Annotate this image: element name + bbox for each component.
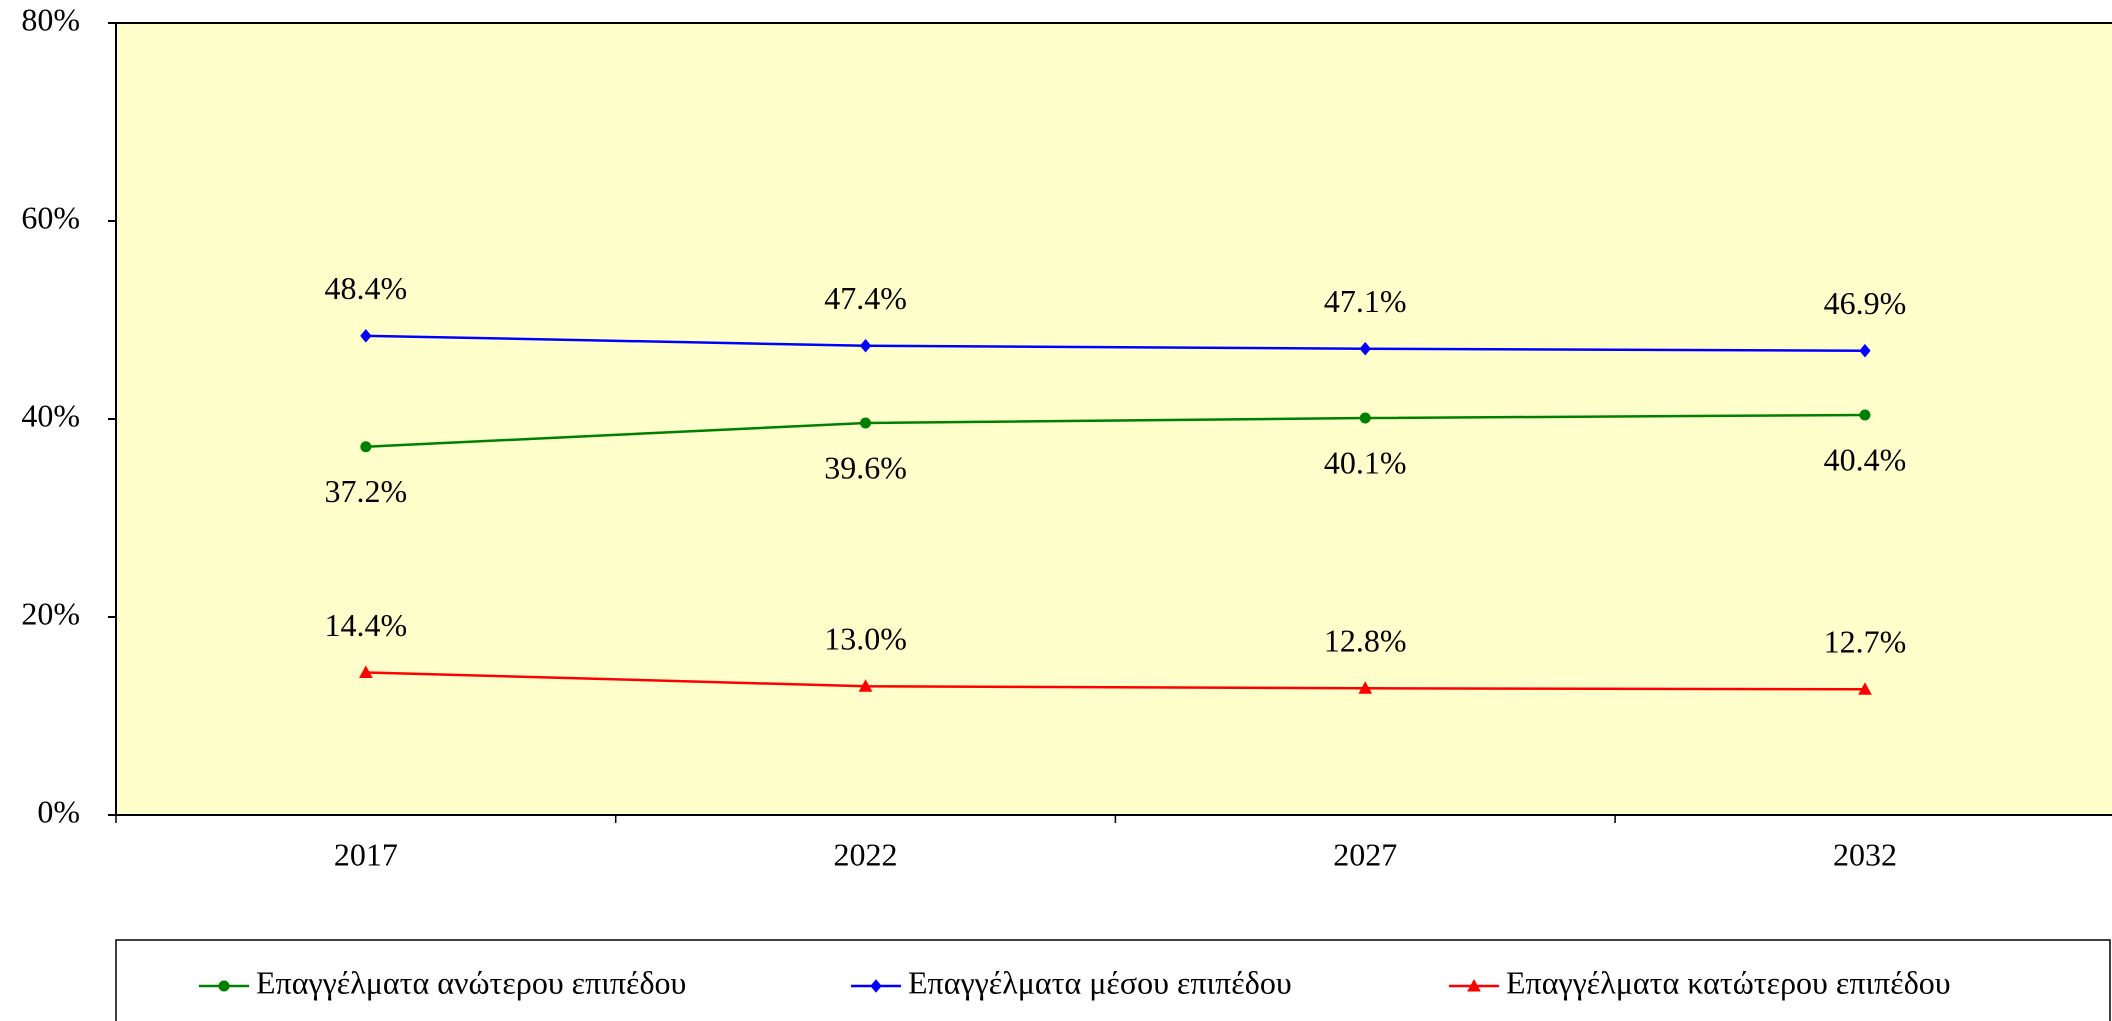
y-tick-label: 40% xyxy=(21,397,80,433)
legend-label: Επαγγέλματα μέσου επιπέδου xyxy=(908,964,1292,1000)
legend-marker xyxy=(1467,978,1481,992)
legend-label: Επαγγέλματα κατώτερου επιπέδου xyxy=(1506,964,1951,1000)
data-label: 40.1% xyxy=(1324,444,1407,480)
marker xyxy=(1359,341,1371,356)
legend-marker xyxy=(218,980,230,992)
data-label: 14.4% xyxy=(325,607,408,643)
x-tick-label: 2017 xyxy=(334,836,398,872)
data-label: 48.4% xyxy=(325,270,408,306)
marker xyxy=(1858,682,1872,695)
marker xyxy=(359,665,373,678)
marker xyxy=(360,329,372,343)
x-tick-label: 2027 xyxy=(1333,836,1397,872)
data-label: 13.0% xyxy=(824,621,907,657)
y-tick-label: 0% xyxy=(37,793,80,829)
series-line xyxy=(365,334,1865,352)
series-line xyxy=(365,671,1865,691)
marker xyxy=(858,679,873,692)
y-tick-label: 60% xyxy=(21,199,80,235)
data-label: 12.7% xyxy=(1824,624,1907,660)
data-label: 12.8% xyxy=(1324,623,1407,659)
legend-marker xyxy=(870,979,882,993)
marker xyxy=(1358,681,1373,694)
x-tick-label: 2022 xyxy=(834,836,898,872)
data-label: 40.4% xyxy=(1824,441,1907,477)
x-tick-label: 2032 xyxy=(1833,836,1897,872)
data-label: 37.2% xyxy=(325,473,408,509)
data-label: 47.1% xyxy=(1324,283,1407,319)
marker xyxy=(1859,409,1871,421)
marker xyxy=(859,338,872,353)
data-label: 47.4% xyxy=(824,280,907,316)
marker xyxy=(1859,343,1871,358)
legend-label: Επαγγέλματα ανώτερου επιπέδου xyxy=(256,964,686,1000)
y-tick-label: 20% xyxy=(21,595,80,631)
marker xyxy=(1359,412,1371,424)
marker xyxy=(360,441,372,453)
legend-box xyxy=(115,939,2111,1021)
data-label: 46.9% xyxy=(1824,285,1907,321)
plot-area xyxy=(115,22,2112,816)
y-tick-label: 80% xyxy=(21,1,80,37)
data-label: 39.6% xyxy=(824,449,907,485)
marker xyxy=(860,417,872,429)
series-line xyxy=(365,413,1865,448)
